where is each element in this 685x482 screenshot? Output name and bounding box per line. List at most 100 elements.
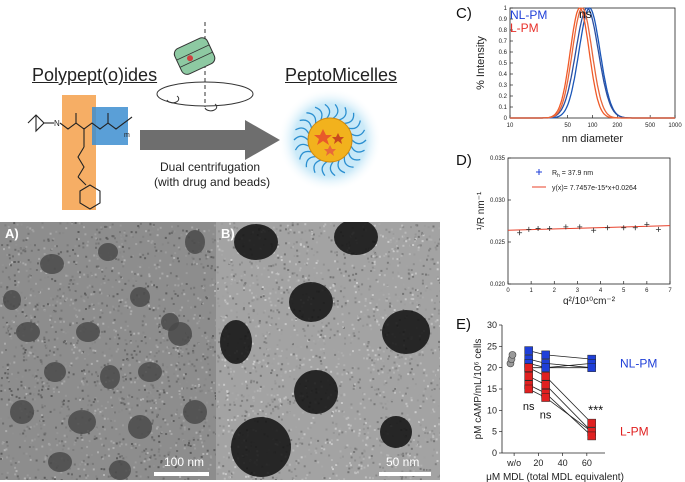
micrograph-noise-texture (421, 279, 424, 282)
micrograph-noise-texture (277, 244, 280, 247)
micrograph-noise-texture (127, 359, 130, 362)
micrograph-noise-texture (220, 237, 223, 240)
micrograph-noise-texture (244, 371, 247, 373)
micrograph-noise-texture (235, 392, 238, 395)
micrograph-noise-texture (74, 252, 77, 255)
micrograph-noise-texture (388, 231, 391, 234)
micrograph-noise-texture (387, 416, 390, 419)
micrograph-noise-texture (410, 244, 413, 247)
micrograph-noise-texture (76, 437, 79, 440)
micrograph-noise-texture (23, 396, 26, 399)
chart-e-lpm-point (541, 380, 550, 389)
micrograph-noise-texture (184, 361, 187, 364)
micrograph-noise-texture (105, 224, 108, 227)
micrograph-noise-texture (56, 348, 59, 351)
micrograph-noise-texture (310, 437, 313, 440)
micrograph-noise-texture (68, 282, 71, 285)
micrograph-noise-texture (328, 477, 331, 480)
micrograph-noise-texture (62, 331, 65, 333)
micrograph-noise-texture (157, 228, 159, 231)
micrograph-noise-texture (244, 409, 247, 412)
chart-e-y-tick-label: 10 (487, 405, 497, 415)
micrograph-noise-texture (41, 388, 44, 391)
micrograph-noise-texture (170, 433, 173, 435)
micrograph-noise-texture (11, 394, 14, 397)
polypeptide-block-highlight (62, 95, 96, 210)
micrograph-noise-texture (107, 278, 110, 281)
micrograph-noise-texture (362, 398, 365, 401)
micrograph-noise-texture (351, 338, 354, 341)
micrograph-noise-texture (157, 350, 160, 353)
chart-d-xlabel: q²/10¹⁰cm⁻² (563, 296, 616, 305)
micrograph-noise-texture (122, 265, 125, 268)
micrograph-noise-texture (53, 390, 56, 393)
micrograph-noise-texture (425, 273, 427, 276)
micrograph-noise-texture (329, 479, 332, 480)
micrograph-noise-texture (407, 444, 410, 447)
micrograph-noise-texture (326, 442, 329, 444)
micrograph-noise-texture (382, 350, 385, 353)
micrograph-noise-texture (434, 320, 437, 323)
micrograph-noise-texture (24, 369, 27, 372)
micrograph-noise-texture (245, 475, 247, 478)
micrograph-noise-texture (93, 254, 96, 257)
micrograph-noise-texture (13, 361, 16, 364)
micelle-corona-chain (314, 106, 323, 121)
micrograph-noise-texture (138, 253, 141, 256)
micrograph-noise-texture (293, 272, 296, 275)
micrograph-noise-texture (314, 438, 317, 441)
chart-e-x-tick-label: w/o (506, 458, 521, 468)
micrograph-noise-texture (390, 456, 393, 459)
micrograph-noise-texture (137, 265, 140, 268)
micrograph-noise-texture (432, 379, 435, 382)
micrograph-particle (68, 410, 96, 434)
micrograph-noise-texture (118, 299, 121, 302)
micrograph-noise-texture (149, 456, 152, 459)
micrograph-noise-texture (185, 272, 188, 275)
micrograph-noise-texture (55, 438, 57, 440)
micrograph-noise-texture (330, 239, 333, 242)
micrograph-particle (334, 222, 378, 255)
micrograph-noise-texture (124, 320, 127, 323)
micrograph-noise-texture (382, 454, 384, 457)
micrograph-noise-texture (375, 306, 378, 308)
micrograph-noise-texture (67, 376, 70, 379)
micrograph-noise-texture (251, 342, 254, 345)
micrograph-noise-texture (199, 298, 202, 301)
micrograph-noise-texture (379, 334, 382, 337)
micrograph-noise-texture (252, 367, 255, 370)
micrograph-noise-texture (298, 269, 301, 272)
micrograph-noise-texture (159, 425, 162, 428)
micrograph-noise-texture (383, 396, 386, 399)
micrograph-noise-texture (398, 295, 401, 298)
micrograph-noise-texture (412, 275, 415, 278)
micrograph-noise-texture (322, 339, 325, 342)
micrograph-noise-texture (10, 424, 13, 427)
micrograph-noise-texture (227, 298, 230, 301)
micrograph-noise-texture (344, 432, 347, 435)
micrograph-noise-texture (87, 296, 89, 299)
micrograph-noise-texture (211, 238, 214, 241)
micrograph-noise-texture (85, 255, 88, 258)
micrograph-noise-texture (322, 336, 325, 339)
micrograph-noise-texture (198, 258, 201, 261)
micrograph-noise-texture (131, 406, 133, 409)
micrograph-noise-texture (7, 454, 10, 457)
micrograph-noise-texture (231, 377, 233, 380)
micrograph-noise-texture (175, 380, 178, 383)
micrograph-noise-texture (221, 250, 224, 252)
micrograph-noise-texture (124, 301, 127, 304)
micrograph-noise-texture (54, 304, 57, 307)
micrograph-noise-texture (67, 400, 70, 403)
micrograph-noise-texture (310, 422, 313, 425)
micrograph-noise-texture (433, 262, 436, 265)
micrograph-noise-texture (160, 461, 163, 464)
micrograph-noise-texture (364, 476, 367, 479)
chart-c-y-tick-label: 0.5 (499, 61, 508, 67)
micrograph-noise-texture (110, 475, 112, 478)
micrograph-noise-texture (314, 342, 317, 345)
micrograph-noise-texture (428, 235, 431, 238)
micrograph-noise-texture (2, 296, 5, 299)
micrograph-noise-texture (225, 282, 228, 285)
micrograph-noise-texture (96, 477, 99, 480)
